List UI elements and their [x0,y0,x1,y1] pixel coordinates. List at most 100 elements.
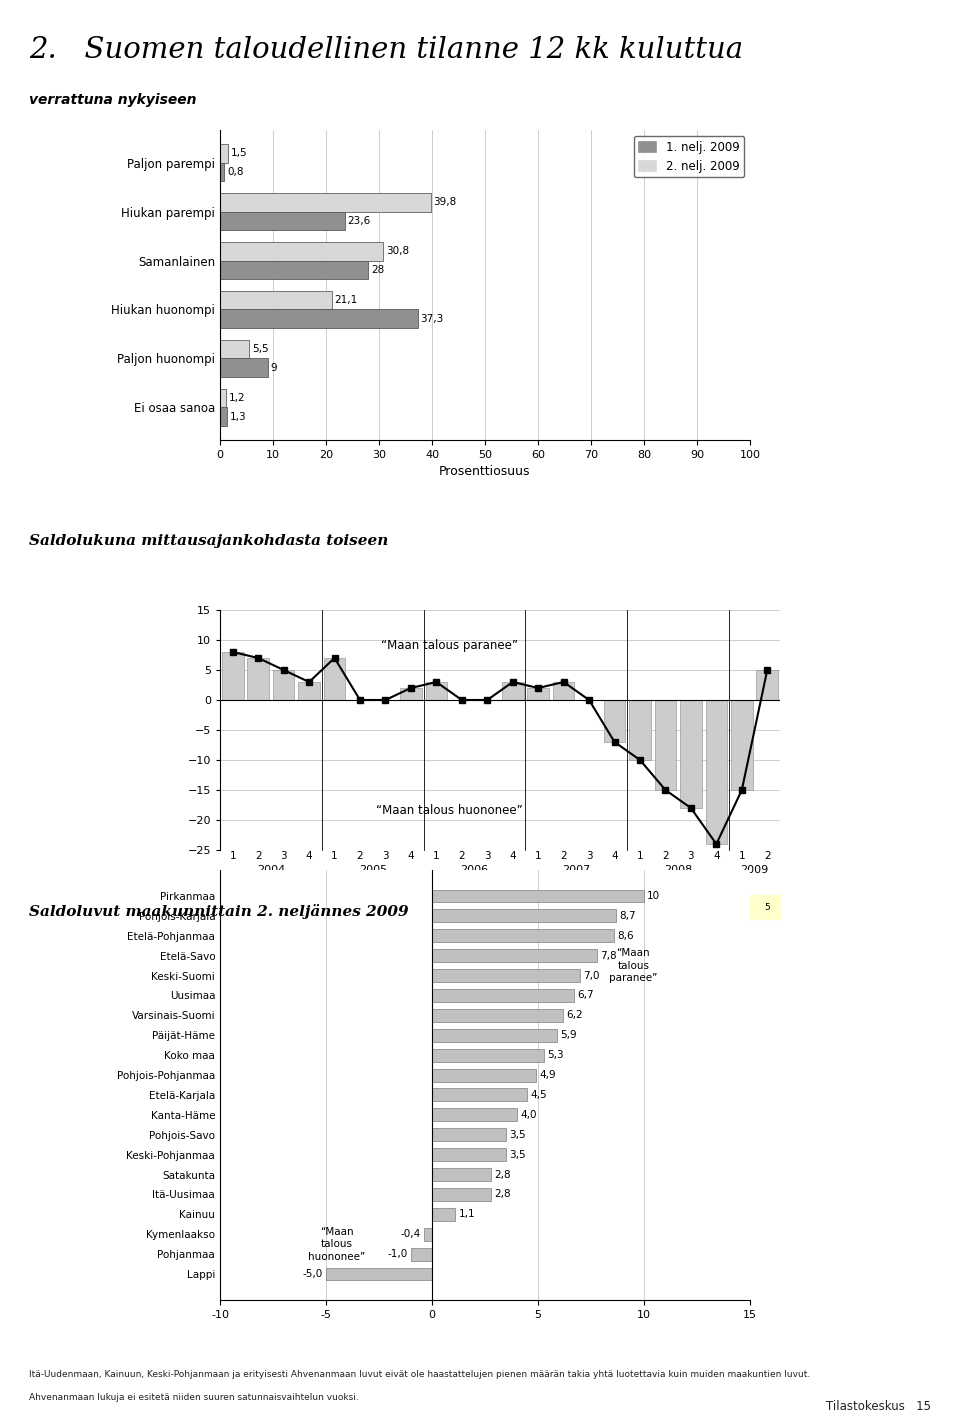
Text: 0,8: 0,8 [227,167,244,177]
Bar [432,1148,506,1161]
Bar [220,242,383,261]
Text: -7: -7 [610,903,619,911]
Bar [432,1188,492,1200]
Text: -10: -10 [633,903,647,911]
Bar [432,1010,564,1022]
Bar [220,162,225,181]
Bar [248,658,269,701]
Bar [220,194,431,212]
Bar [425,682,447,701]
Text: 2009: 2009 [740,864,769,874]
Text: 3: 3 [561,903,566,911]
Text: 8: 8 [229,903,235,911]
Text: 5,5: 5,5 [252,345,269,355]
Bar [432,1108,516,1121]
Text: 1,2: 1,2 [229,393,246,403]
Bar [432,1208,455,1220]
Text: 4,0: 4,0 [520,1109,537,1119]
Text: Ahvenanmaan lukuja ei esitetä niiden suuren satunnaisvaihtelun vuoksi.: Ahvenanmaan lukuja ei esitetä niiden suu… [29,1393,358,1401]
Bar [731,701,753,790]
Bar [273,671,295,701]
Bar [432,910,616,923]
Bar [604,701,625,742]
Text: 3,5: 3,5 [510,1129,526,1139]
Text: 28: 28 [372,265,384,275]
Text: 1,1: 1,1 [459,1209,475,1219]
Text: 7: 7 [331,903,337,911]
Text: 9: 9 [271,363,277,373]
Text: 1,5: 1,5 [230,148,248,158]
Bar [756,671,779,701]
Text: -15: -15 [658,903,673,911]
Text: -1,0: -1,0 [388,1249,408,1259]
Text: 4,5: 4,5 [531,1089,547,1099]
Bar [220,896,780,918]
Bar [432,1048,544,1062]
Text: 1,3: 1,3 [229,412,246,422]
Text: 5,3: 5,3 [547,1049,564,1059]
Bar [220,144,228,162]
Bar [432,930,614,943]
Bar [432,1068,536,1081]
Bar [299,682,320,701]
Bar [222,652,244,701]
Text: Vuosineljännes ja saldoluku: Vuosineljännes ja saldoluku [419,953,582,965]
Text: 0: 0 [587,903,592,911]
Text: 7: 7 [255,903,261,911]
Bar [432,950,597,963]
Text: Itä-Uudenmaan, Kainuun, Keski-Pohjanmaan ja erityisesti Ahvenanmaan luvut eivät : Itä-Uudenmaan, Kainuun, Keski-Pohjanmaan… [29,1370,810,1378]
Text: -0: -0 [355,903,365,911]
Text: 23,6: 23,6 [348,216,371,226]
Text: 6,7: 6,7 [577,991,594,1001]
Text: 39,8: 39,8 [434,198,457,208]
Text: 5: 5 [280,903,286,911]
Text: 8,6: 8,6 [617,931,635,941]
Text: 2: 2 [536,903,541,911]
Text: verrattuna nykyiseen: verrattuna nykyiseen [29,93,196,107]
Text: 2007: 2007 [563,864,590,874]
Text: Saldolukuna mittausajankohdasta toiseen: Saldolukuna mittausajankohdasta toiseen [29,534,388,548]
Bar [502,682,523,701]
Text: 2.   Suomen taloudellinen tilanne 12 kk kuluttua: 2. Suomen taloudellinen tilanne 12 kk ku… [29,36,743,64]
Bar [423,1227,432,1240]
Text: 3,5: 3,5 [510,1149,526,1159]
Text: 2,8: 2,8 [494,1169,511,1179]
Bar [220,261,369,279]
Bar [629,701,651,760]
Bar [527,688,549,701]
Text: 4,9: 4,9 [540,1069,556,1079]
Bar [220,407,227,426]
Bar [553,682,574,701]
Bar [400,688,421,701]
Text: 5: 5 [764,903,770,911]
Bar [655,701,676,790]
Bar [706,701,727,844]
Bar [411,1247,432,1260]
Bar [220,212,345,231]
Text: -5,0: -5,0 [302,1269,323,1279]
Text: 21,1: 21,1 [334,295,358,305]
Text: 3: 3 [306,903,312,911]
Text: Saldoluvut maakunnittain 2. neljännes 2009: Saldoluvut maakunnittain 2. neljännes 20… [29,904,408,920]
Text: 2008: 2008 [664,864,692,874]
Bar [432,1088,527,1101]
Text: Tilastokeskus   15: Tilastokeskus 15 [827,1400,931,1413]
Bar [220,309,418,328]
Bar [680,701,702,807]
Bar [432,890,644,903]
Text: -24: -24 [709,903,724,911]
Text: 2: 2 [408,903,414,911]
Legend: 1. nelj. 2009, 2. nelj. 2009: 1. nelj. 2009, 2. nelj. 2009 [634,135,744,177]
Text: 5,9: 5,9 [561,1031,577,1041]
Text: 3: 3 [510,903,516,911]
Text: 30,8: 30,8 [386,246,409,256]
Text: 3: 3 [434,903,440,911]
Bar [326,1267,432,1280]
Text: 0: 0 [459,903,465,911]
Text: 8,7: 8,7 [619,911,636,921]
Text: “Maan
talous
huononee”: “Maan talous huononee” [308,1226,365,1262]
Bar [220,340,250,359]
Text: 2006: 2006 [461,864,489,874]
Text: 37,3: 37,3 [420,313,444,323]
Text: -0,4: -0,4 [400,1229,420,1239]
